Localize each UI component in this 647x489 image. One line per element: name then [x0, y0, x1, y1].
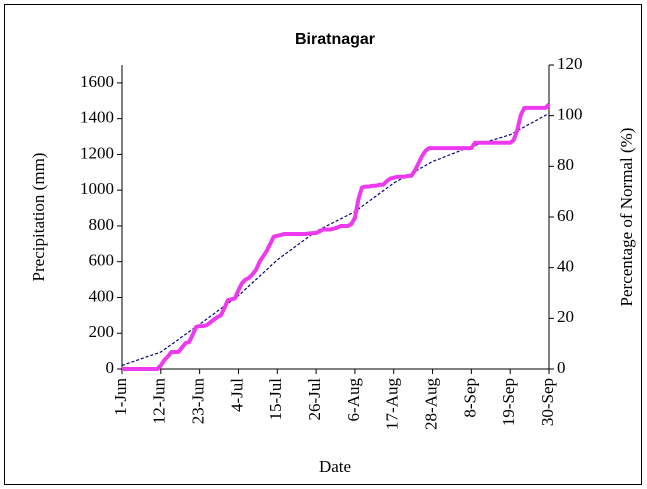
x-axis-label: Date: [319, 457, 351, 476]
y2-tick-label: 0: [557, 358, 566, 377]
x-tick-label: 8-Sep: [460, 378, 479, 418]
y-tick-label: 0: [106, 358, 115, 377]
y2-tick-label: 120: [557, 54, 583, 73]
x-tick-label: 30-Sep: [538, 378, 557, 426]
x-tick-label: 12-Jun: [150, 378, 169, 425]
y-tick-label: 800: [89, 215, 115, 234]
x-tick-label: 4-Jul: [227, 378, 246, 412]
y-tick-label: 600: [89, 251, 115, 270]
y-tick-label: 200: [89, 322, 115, 341]
x-tick-label: 17-Aug: [383, 378, 402, 430]
y-tick-label: 1400: [80, 108, 114, 127]
y-axis-label: Precipitation (mm): [29, 153, 48, 282]
y-tick-label: 1200: [80, 143, 114, 162]
series-line: [122, 102, 551, 371]
x-tick-label: 28-Aug: [421, 378, 440, 430]
frame: [4, 4, 642, 485]
y-tick-label: 400: [89, 286, 115, 305]
x-tick-label: 19-Sep: [499, 378, 518, 426]
y-tick-label: 1000: [80, 179, 114, 198]
x-tick-label: 1-Jun: [111, 378, 130, 416]
x-tick-label: 26-Jul: [305, 378, 324, 421]
y-tick-label: 1600: [80, 72, 114, 91]
y2-tick-label: 60: [557, 206, 574, 225]
y2-tick-label: 40: [557, 257, 574, 276]
y2-tick-label: 100: [557, 105, 583, 124]
x-tick-label: 6-Aug: [344, 378, 363, 422]
chart-title: Biratnagar: [295, 31, 375, 48]
x-tick-label: 23-Jun: [189, 378, 208, 425]
x-tick-label: 15-Jul: [266, 378, 285, 421]
y2-axis-label: Percentage of Normal (%): [617, 128, 636, 307]
y2-tick-label: 80: [557, 155, 574, 174]
y2-tick-label: 20: [557, 307, 574, 326]
